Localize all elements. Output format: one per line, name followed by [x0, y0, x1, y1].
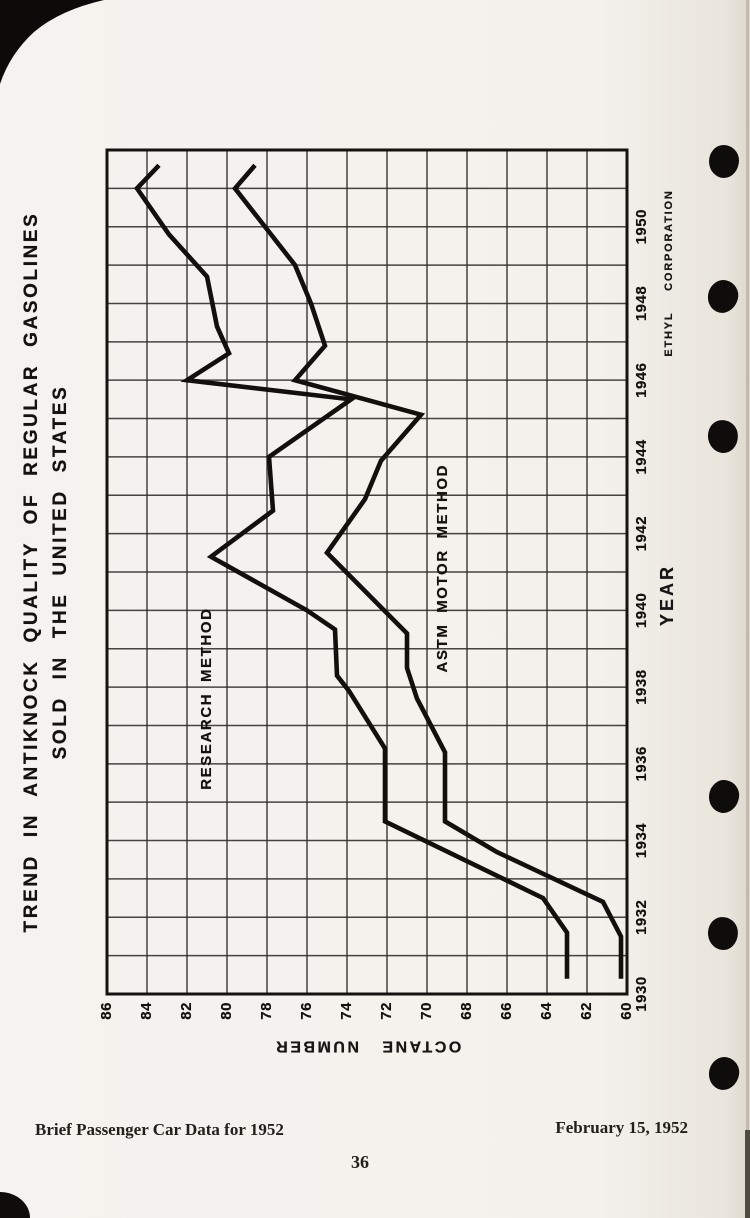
y-tick-label: 82 [178, 1002, 195, 1020]
punch-hole [705, 1054, 743, 1093]
y-tick-label: 62 [578, 1002, 595, 1020]
y-tick-label: 66 [498, 1002, 515, 1020]
y-tick-label: 72 [378, 1002, 395, 1020]
punch-hole [706, 778, 742, 815]
plot-border [105, 148, 629, 996]
series-line-astm-motor-method [232, 163, 624, 979]
x-tick-label: 1932 [633, 899, 650, 935]
x-tick-label: 1938 [633, 669, 650, 705]
x-tick-label: 1942 [633, 515, 650, 552]
y-tick-label: 78 [258, 1002, 275, 1020]
y-tick-label: 76 [298, 1002, 315, 1020]
punch-hole [709, 145, 739, 178]
page-number: 36 [351, 1152, 369, 1172]
x-tick-label: 1936 [633, 746, 650, 782]
footer-document-title: Brief Passenger Car Data for 1952 [35, 1120, 284, 1139]
x-tick-label: 1930 [633, 976, 650, 1012]
y-tick-label: 68 [458, 1002, 475, 1020]
y-tick-label: 70 [418, 1002, 435, 1020]
series-lines [134, 163, 624, 979]
y-tick-label: 60 [618, 1002, 635, 1020]
punch-hole [704, 276, 742, 317]
chart-credit: ETHYL CORPORATION [663, 189, 675, 357]
x-tick-label: 1934 [633, 822, 650, 859]
x-axis-title: YEAR [657, 564, 677, 627]
series-label-research-method: RESEARCH METHOD [198, 607, 215, 790]
x-tick-label: 1948 [633, 285, 650, 322]
x-tick-label: 1944 [633, 439, 650, 475]
scan-edge-right [746, 0, 749, 1218]
footer-date: February 15, 1952 [555, 1118, 688, 1137]
x-tick-label: 1950 [633, 209, 650, 245]
series-label-astm-motor-method: ASTM MOTOR METHOD [434, 463, 451, 673]
grid [106, 149, 628, 995]
y-axis-title: OCTANE NUMBER [273, 1037, 462, 1055]
chart-title-line1: TREND IN ANTIKNOCK QUALITY OF REGULAR GA… [21, 211, 42, 933]
chart-title-line2: SOLD IN THE UNITED STATES [50, 384, 71, 760]
punch-hole [705, 417, 741, 456]
chart-title: TREND IN ANTIKNOCK QUALITY OF REGULAR GA… [17, 150, 75, 994]
x-tick-label: 1940 [633, 592, 650, 629]
y-tick-label: 86 [98, 1002, 115, 1020]
rotated-chart: TREND IN ANTIKNOCK QUALITY OF REGULAR GA… [21, 148, 677, 1055]
torn-corner-artifact [0, 0, 104, 84]
scan-edge-right-bottom [745, 1130, 750, 1218]
punch-hole [706, 915, 740, 952]
y-tick-label: 64 [538, 1002, 555, 1020]
y-tick-label: 84 [138, 1002, 155, 1020]
y-tick-label: 74 [338, 1002, 355, 1020]
scan-corner-bottom-left [0, 1192, 30, 1218]
x-tick-label: 1946 [633, 362, 650, 398]
plot-area [105, 148, 629, 996]
y-tick-label: 80 [218, 1002, 235, 1020]
series-line-research-method [134, 163, 570, 979]
